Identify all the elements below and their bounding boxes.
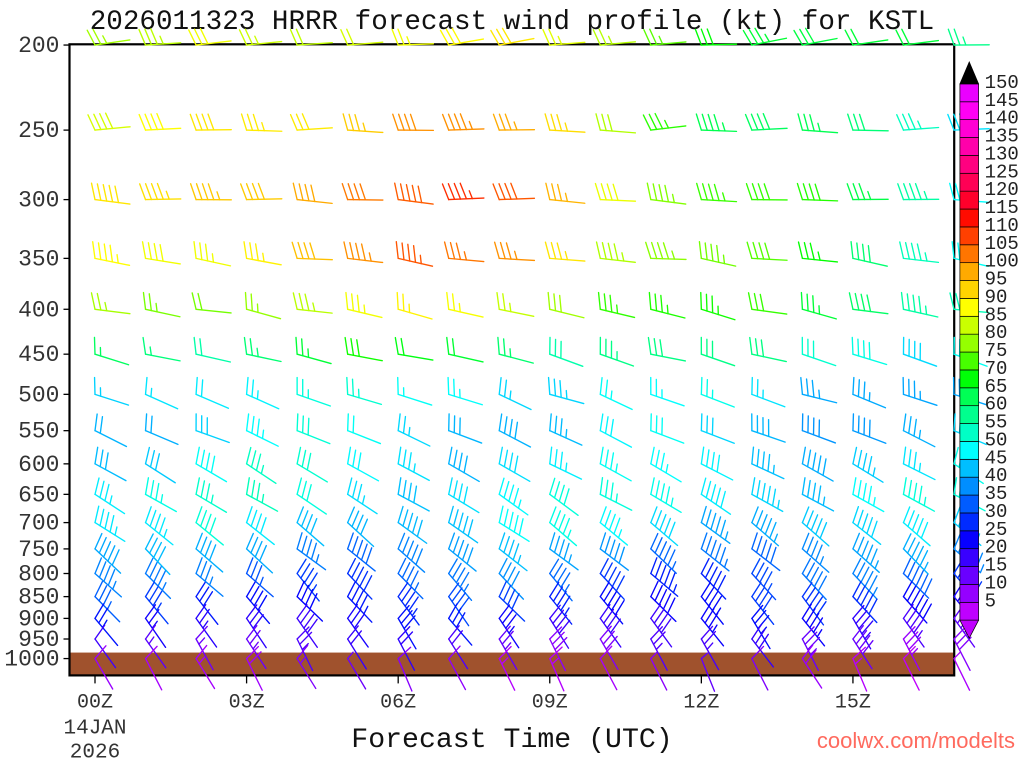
svg-text:450: 450 [18,342,59,368]
svg-text:00Z: 00Z [77,691,113,714]
svg-text:15Z: 15Z [835,691,871,714]
svg-text:2026011323 HRRR forecast wind: 2026011323 HRRR forecast wind profile (k… [90,7,935,38]
svg-text:coolwx.com/modelts: coolwx.com/modelts [817,728,1015,753]
svg-text:750: 750 [18,537,59,563]
svg-text:14JAN: 14JAN [63,717,126,740]
svg-text:09Z: 09Z [532,691,568,714]
svg-text:400: 400 [18,297,59,323]
svg-text:Forecast Time (UTC): Forecast Time (UTC) [351,725,672,756]
svg-text:250: 250 [18,118,59,144]
svg-text:1000: 1000 [4,647,59,673]
svg-text:200: 200 [18,33,59,59]
svg-text:650: 650 [18,482,59,508]
svg-text:2026: 2026 [70,741,120,764]
svg-text:300: 300 [18,188,59,214]
svg-text:700: 700 [18,511,59,537]
svg-text:600: 600 [18,452,59,478]
svg-text:800: 800 [18,562,59,588]
svg-text:03Z: 03Z [229,691,265,714]
svg-text:06Z: 06Z [380,691,416,714]
svg-text:350: 350 [18,246,59,272]
svg-text:150: 150 [985,72,1019,94]
svg-text:12Z: 12Z [683,691,719,714]
svg-text:550: 550 [18,419,59,445]
svg-text:500: 500 [18,382,59,408]
